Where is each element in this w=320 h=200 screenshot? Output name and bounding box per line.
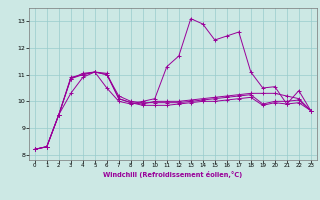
- X-axis label: Windchill (Refroidissement éolien,°C): Windchill (Refroidissement éolien,°C): [103, 171, 243, 178]
